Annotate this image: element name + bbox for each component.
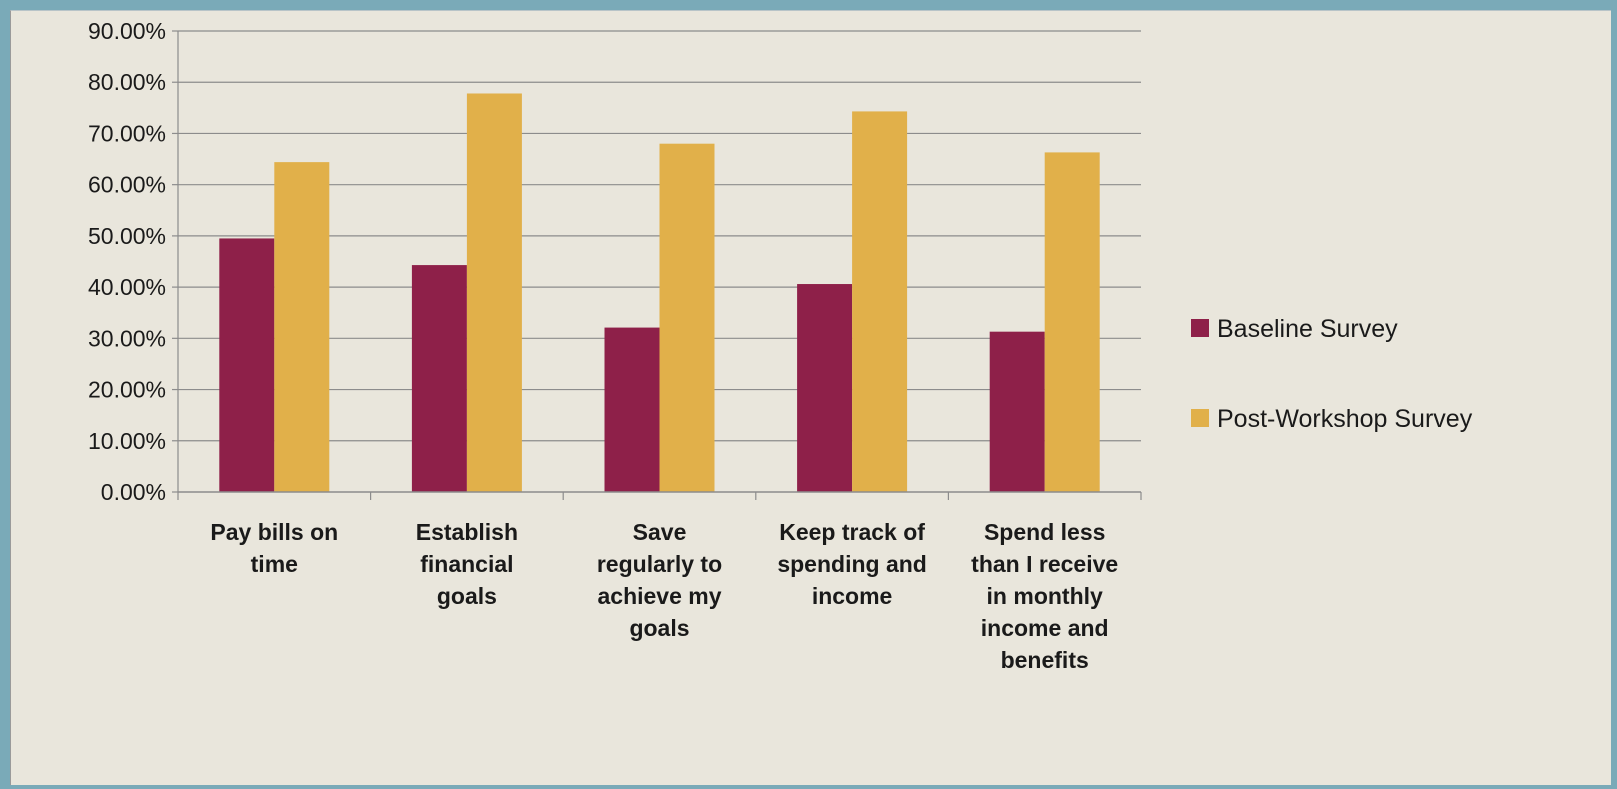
bar-baseline <box>797 284 853 492</box>
y-tick-label: 0.00% <box>101 479 166 505</box>
bar-baseline <box>604 327 660 492</box>
legend-swatch-baseline <box>1191 319 1209 337</box>
y-tick-label: 80.00% <box>88 69 166 95</box>
legend-label: Baseline Survey <box>1217 315 1398 343</box>
x-category-label: Pay bills on time <box>210 519 338 577</box>
axes <box>172 30 1142 500</box>
y-tick-label: 20.00% <box>88 377 166 403</box>
x-category-label: Establish financial goals <box>416 519 518 609</box>
x-category-label: Keep track of spending and income <box>777 519 927 609</box>
y-tick-label: 40.00% <box>88 274 166 300</box>
bars <box>219 93 1100 493</box>
bar-baseline <box>219 238 275 492</box>
bar-chart: 0.00% 10.00% 20.00% 30.00% 40.00% 50.00% 60.00… <box>88 18 1473 673</box>
bar-post-workshop <box>274 162 330 492</box>
legend-label: Post-Workshop Survey <box>1217 405 1473 433</box>
y-tick-label: 60.00% <box>88 172 166 198</box>
bar-baseline <box>411 265 467 492</box>
y-tick-label: 90.00% <box>88 18 166 44</box>
bar-post-workshop <box>1044 152 1100 492</box>
y-tick-label: 50.00% <box>88 223 166 249</box>
legend: Baseline Survey Post-Workshop Survey <box>1191 315 1473 433</box>
x-category-label: Save regularly to achieve my goals <box>597 519 722 641</box>
y-tick-label: 10.00% <box>88 428 166 454</box>
bar-post-workshop <box>852 111 908 493</box>
bar-post-workshop <box>466 93 522 492</box>
y-tick-label: 30.00% <box>88 325 166 351</box>
bar-baseline <box>989 331 1045 492</box>
y-tick-label: 70.00% <box>88 120 166 146</box>
bar-post-workshop <box>659 143 715 492</box>
x-category-label: Spend less than I receive in monthly income… <box>971 519 1118 673</box>
chart-frame: 0.00% 10.00% 20.00% 30.00% 40.00% 50.00% 60.00… <box>10 10 1611 785</box>
y-tick-labels: 0.00% 10.00% 20.00% 30.00% 40.00% 50.00% 60.00… <box>88 18 166 505</box>
legend-swatch-post-workshop <box>1191 409 1209 427</box>
x-category-labels: Pay bills on time Establish financial goals S… <box>210 519 1118 673</box>
